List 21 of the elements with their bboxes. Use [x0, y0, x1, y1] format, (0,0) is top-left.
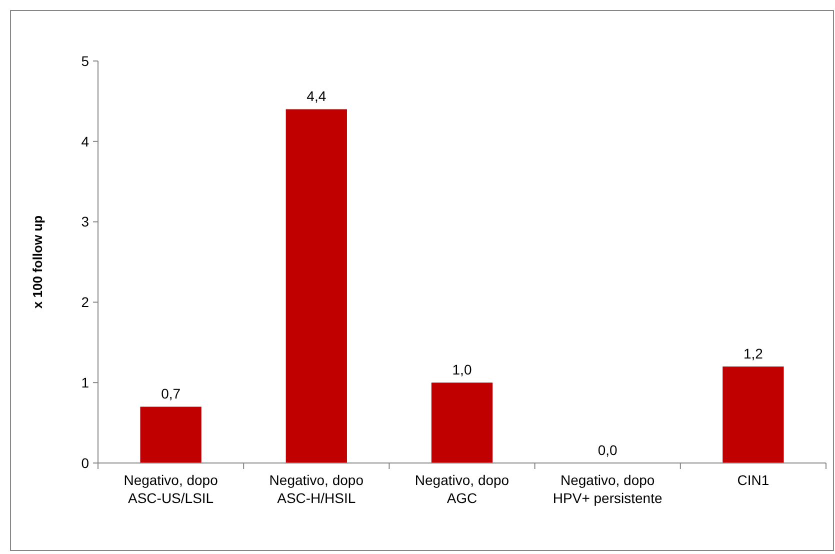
data-label: 1,2: [743, 346, 764, 362]
y-tick-label: 3: [81, 214, 90, 230]
x-tick-label: Negativo, dopo HPV+ persistente: [552, 472, 662, 506]
bar: [140, 406, 202, 463]
x-tick-label: Negativo, dopo ASC-US/LSIL: [124, 472, 218, 506]
y-tick-label: 1: [81, 374, 90, 390]
y-tick-label: 0: [81, 454, 90, 471]
y-tick-label: 5: [81, 52, 90, 69]
y-axis-title: x 100 follow up: [30, 215, 45, 309]
y-tick-label: 4: [81, 133, 90, 150]
x-tick-label: Negativo, dopo AGC: [414, 472, 510, 506]
data-label: 4,4: [306, 88, 326, 104]
bar: [286, 109, 347, 463]
y-tick-label: 2: [81, 294, 90, 310]
data-label: 0,7: [161, 386, 181, 402]
data-label: 0,0: [598, 442, 618, 458]
data-label: 1,0: [452, 362, 472, 378]
bar: [722, 366, 784, 463]
x-tick-label: CIN1: [737, 472, 770, 488]
x-tick-label: Negativo, dopo ASC-H/HSIL: [269, 472, 364, 506]
bar: [431, 382, 493, 463]
